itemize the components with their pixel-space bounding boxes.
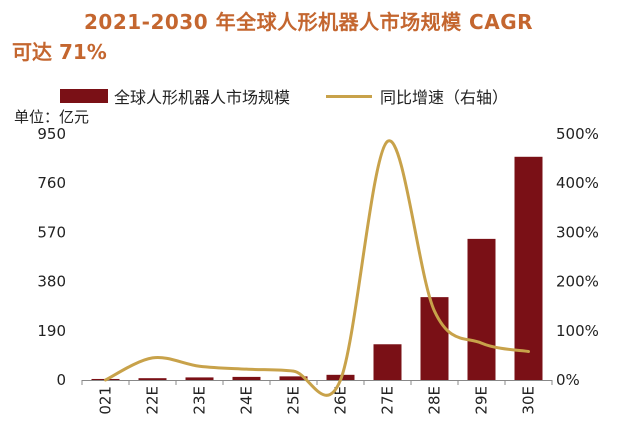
bar bbox=[373, 344, 402, 380]
y-right-tick-label: 300% bbox=[556, 223, 599, 241]
y-right-tick-label: 100% bbox=[556, 322, 599, 340]
y-right-tick-label: 200% bbox=[556, 273, 599, 291]
y-right-tick-label: 400% bbox=[556, 174, 599, 192]
y-left-tick-label: 570 bbox=[37, 223, 66, 241]
bar bbox=[185, 377, 214, 380]
y-left-tick-label: 190 bbox=[37, 322, 66, 340]
y-left-tick-label: 380 bbox=[37, 273, 66, 291]
x-tick-label: 30E bbox=[520, 386, 538, 415]
chart-title-line1: 2021-2030 年全球人形机器人市场规模 CAGR bbox=[84, 10, 534, 34]
x-tick-label: 23E bbox=[191, 386, 209, 415]
legend: 全球人形机器人市场规模 同比增速（右轴） bbox=[60, 84, 508, 108]
x-tick-label: 021 bbox=[97, 386, 115, 415]
y-left-tick-label: 950 bbox=[37, 125, 66, 143]
bar bbox=[138, 378, 167, 380]
unit-label: 单位：亿元 bbox=[14, 108, 90, 126]
x-tick-label: 26E bbox=[332, 386, 350, 415]
y-left-tick-label: 760 bbox=[37, 174, 66, 192]
bar bbox=[514, 156, 543, 380]
growth-rate-line bbox=[104, 139, 530, 397]
legend-bar-swatch bbox=[60, 89, 108, 103]
x-tick-label: 24E bbox=[238, 386, 256, 415]
y-left-tick-label: 0 bbox=[56, 371, 66, 389]
y-right-tick-label: 0% bbox=[556, 371, 580, 389]
legend-line-label: 同比增速（右轴） bbox=[380, 88, 509, 107]
bar bbox=[467, 238, 496, 380]
bar bbox=[279, 376, 308, 380]
y-right-tick-label: 500% bbox=[556, 125, 599, 143]
x-tick-label: 22E bbox=[144, 386, 162, 415]
legend-bar-label: 全球人形机器人市场规模 bbox=[114, 88, 291, 107]
x-tick-label: 28E bbox=[426, 386, 444, 415]
bar bbox=[232, 376, 261, 380]
x-tick-label: 27E bbox=[379, 386, 397, 415]
x-tick-label: 25E bbox=[285, 386, 303, 415]
chart-title-line2: 可达 71% bbox=[12, 40, 107, 64]
legend-line-swatch bbox=[326, 94, 373, 98]
x-tick-label: 29E bbox=[473, 386, 491, 415]
